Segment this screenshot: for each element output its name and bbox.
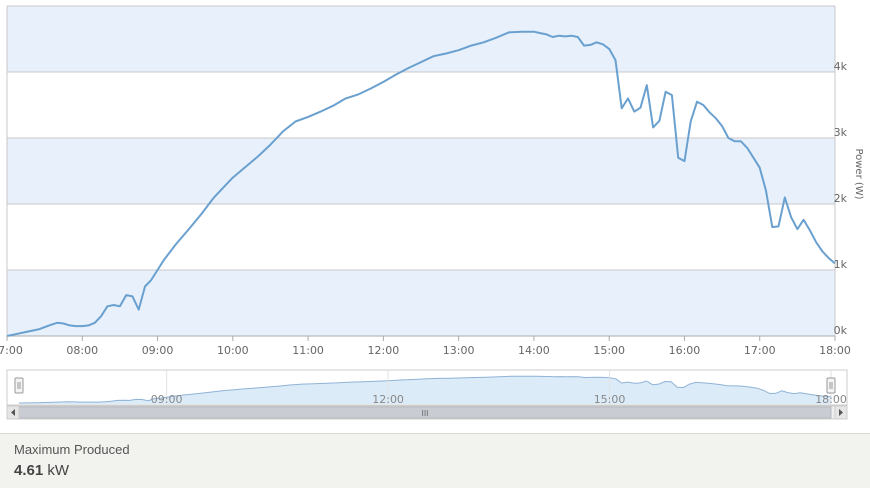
navigator-handle[interactable]	[14, 377, 24, 394]
plot-band	[7, 72, 835, 138]
max-produced-number: 4.61	[14, 462, 44, 479]
x-tick-label: 07:00	[0, 344, 23, 357]
x-tick-label: 17:00	[744, 344, 776, 357]
plot-band	[7, 270, 835, 336]
x-tick-label: 12:00	[368, 344, 400, 357]
y-tick-label: 3k	[834, 126, 848, 139]
x-tick-label: 08:00	[66, 344, 98, 357]
navigator-tick-label: 09:00	[151, 393, 183, 406]
y-axis: 0k 1k 2k 3k 4k	[834, 60, 848, 337]
x-tick-label: 15:00	[593, 344, 625, 357]
max-produced-unit: kW	[47, 462, 70, 479]
max-produced-value: 4.61 kW	[14, 462, 69, 479]
y-tick-label: 1k	[834, 258, 848, 271]
y-tick-label: 0k	[834, 324, 848, 337]
navigator-tick-label: 18:00	[815, 393, 847, 406]
y-tick-label: 2k	[834, 192, 848, 205]
scroll-left-arrow-icon	[11, 409, 15, 416]
scroll-right-arrow-icon	[839, 409, 843, 416]
power-chart: 07:00 08:00 09:00 10:00 11:00 12:00 13:00 14:00…	[0, 5, 864, 420]
plot-band	[7, 138, 835, 204]
x-tick-label: 09:00	[142, 344, 174, 357]
plot-background-bands	[7, 6, 835, 336]
series-line	[6, 30, 836, 337]
x-axis: 07:00 08:00 09:00 10:00 11:00 12:00 13:00 14:00…	[0, 336, 851, 357]
x-tick-label: 11:00	[292, 344, 324, 357]
y-tick-label: 4k	[834, 60, 848, 73]
x-tick-label: 10:00	[217, 344, 249, 357]
gridlines	[6, 5, 836, 337]
navigator-line	[18, 375, 832, 404]
x-tick-label: 16:00	[669, 344, 701, 357]
series-layer	[6, 30, 836, 337]
plot-band	[7, 204, 835, 270]
x-tick-label: 18:00	[819, 344, 851, 357]
max-produced-label: Maximum Produced	[14, 442, 130, 457]
navigator-handle[interactable]	[826, 377, 836, 394]
navigator-tick-label: 15:00	[594, 393, 626, 406]
navigator-tick-label: 12:00	[372, 393, 404, 406]
x-tick-label: 13:00	[443, 344, 475, 357]
navigator[interactable]: 09:00 12:00 15:00 18:00 III	[6, 369, 848, 420]
footer-stats: Maximum Produced 4.61 kW	[0, 433, 870, 488]
navigator-area	[19, 376, 831, 404]
y-axis-title: Power (W)	[853, 148, 864, 199]
x-tick-label: 14:00	[518, 344, 550, 357]
scrollbar-grip-icon: III	[421, 409, 428, 418]
